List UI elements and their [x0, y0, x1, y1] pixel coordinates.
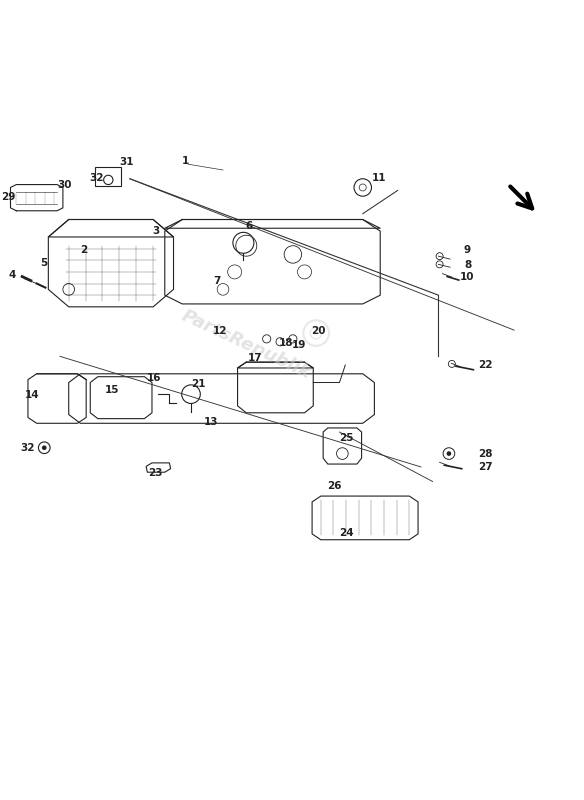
Text: 25: 25	[339, 433, 354, 443]
Text: 19: 19	[291, 340, 306, 350]
Circle shape	[447, 451, 451, 456]
Text: 5: 5	[40, 258, 47, 268]
Text: 12: 12	[213, 326, 227, 336]
Text: 11: 11	[372, 173, 386, 182]
Circle shape	[42, 446, 47, 450]
Text: 4: 4	[9, 270, 16, 280]
Text: 28: 28	[478, 449, 492, 458]
Text: 8: 8	[464, 260, 471, 270]
Text: 30: 30	[57, 179, 72, 190]
Text: 2: 2	[79, 245, 87, 254]
Text: 32: 32	[89, 173, 104, 182]
Text: PartsRepublik: PartsRepublik	[179, 307, 314, 382]
Text: 10: 10	[460, 271, 475, 282]
Text: 17: 17	[248, 353, 262, 363]
Text: 24: 24	[339, 528, 354, 538]
Text: 6: 6	[246, 222, 253, 231]
Text: 20: 20	[311, 326, 325, 336]
Text: 9: 9	[464, 245, 471, 254]
Text: 1: 1	[182, 156, 189, 166]
Text: 31: 31	[120, 158, 134, 167]
Text: 26: 26	[328, 481, 342, 491]
Text: 32: 32	[20, 442, 35, 453]
Text: 27: 27	[478, 462, 492, 472]
Text: 13: 13	[204, 417, 218, 427]
Text: 18: 18	[279, 338, 293, 348]
Text: 22: 22	[478, 360, 492, 370]
Text: 16: 16	[147, 373, 162, 383]
Text: 3: 3	[152, 226, 159, 236]
Text: 21: 21	[191, 378, 205, 389]
Text: 29: 29	[2, 192, 16, 202]
Text: 23: 23	[148, 468, 162, 478]
Text: 7: 7	[214, 276, 221, 286]
Text: 14: 14	[25, 390, 39, 400]
Text: 15: 15	[105, 385, 120, 394]
